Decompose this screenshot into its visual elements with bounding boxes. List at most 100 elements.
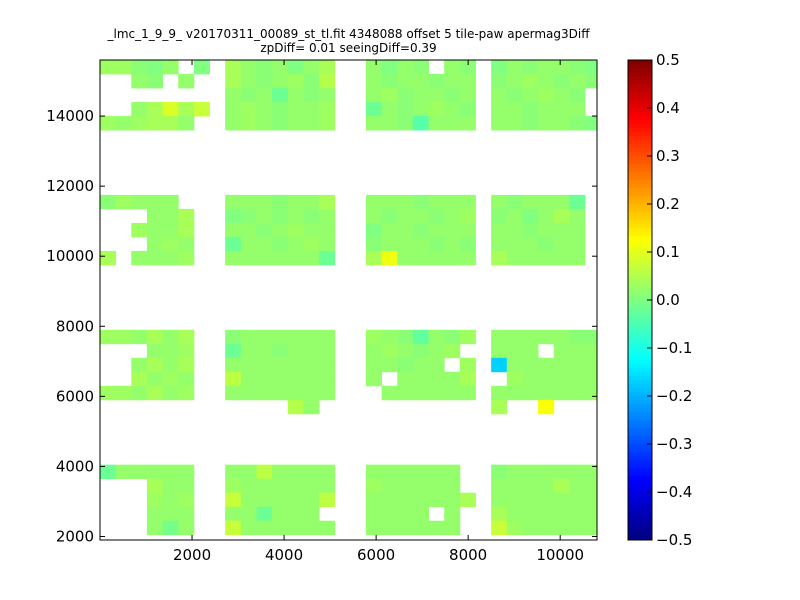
heatmap-cell [365,208,383,224]
heatmap-cell [115,116,132,131]
heatmap-cell [240,329,257,345]
heatmap-cell [506,520,523,536]
heatmap-cell [397,208,414,224]
heatmap-cell [303,208,320,224]
heatmap-cell [319,464,336,480]
heatmap-cell [162,222,179,238]
heatmap-cell [397,357,414,373]
colorbar-band [628,232,652,237]
colorbar-band [628,108,652,113]
colorbar-band [628,128,652,133]
heatmap-cell [538,194,555,210]
heatmap-cell [256,357,273,373]
heatmap-cell [256,329,273,345]
colorbar-band [628,324,652,329]
heatmap-cell [585,343,597,359]
x-tick-label: 4000 [265,546,303,564]
heatmap-cell [303,357,320,373]
heatmap-cell [240,492,257,508]
colorbar-band [628,508,652,513]
colorbar-band [628,272,652,277]
heatmap-cell [225,520,242,536]
heatmap-cell [146,371,163,387]
heatmap-cell [522,329,539,345]
heatmap-cell [522,371,539,387]
heatmap-cell [569,329,586,345]
colorbar-band [628,516,652,521]
heatmap-cell [272,236,289,252]
heatmap-cell [146,464,163,480]
heatmap-cell [365,520,383,536]
heatmap-cell [319,343,336,359]
heatmap-cell [240,208,257,224]
heatmap-cell [287,250,304,266]
heatmap-cell [225,208,242,224]
heatmap-cell [444,520,461,536]
colorbar-band [628,260,652,265]
heatmap-cell [178,343,195,359]
heatmap-cell [225,343,242,359]
heatmap-cell [365,74,383,89]
heatmap-cell [303,492,320,508]
colorbar-band [628,336,652,341]
heatmap-cell [272,343,289,359]
heatmap-cell [162,385,179,401]
heatmap-cell [131,464,148,480]
heatmap-cell [272,74,289,89]
heatmap-cell [240,520,257,536]
heatmap-cell [444,464,461,480]
heatmap-cell [491,222,508,238]
heatmap-cell [412,102,429,117]
colorbar-tick-label: 0.1 [656,243,680,261]
colorbar-band [628,496,652,501]
colorbar-band [628,184,652,189]
colorbar-band [628,292,652,297]
heatmap-cell [131,194,148,210]
heatmap-cell [256,116,273,131]
heatmap-cell [240,385,257,401]
heatmap-cell [240,194,257,210]
colorbar-band [628,148,652,153]
heatmap-cell [287,343,304,359]
heatmap-cell [162,236,179,252]
heatmap-cell [381,385,398,401]
heatmap-cell [428,250,445,266]
heatmap-cell [444,506,461,522]
heatmap-cell [225,492,242,508]
heatmap-cell [146,60,163,75]
heatmap-cell [100,250,117,266]
chart-title-line-2: zpDiff= 0.01 seeingDiff=0.39 [260,41,437,55]
heatmap-cell [365,236,383,252]
heatmap-cell [178,385,195,401]
heatmap-cell [538,520,555,536]
heatmap-cell [444,250,461,266]
heatmap-cell [491,60,508,75]
heatmap-cell [178,236,195,252]
heatmap-cell [146,222,163,238]
heatmap-cell [428,102,445,117]
heatmap-cell [553,74,570,89]
colorbar-band [628,208,652,213]
heatmap-cell [225,478,242,494]
heatmap-cell [538,60,555,75]
colorbar-band [628,372,652,377]
heatmap-cell [522,222,539,238]
colorbar-band [628,472,652,477]
heatmap-cell [553,520,570,536]
heatmap-cell [303,399,320,415]
heatmap-cell [553,250,570,266]
heatmap-cell [178,520,195,536]
heatmap-cell [585,506,597,522]
heatmap-cell [444,116,461,131]
colorbar-band [628,136,652,141]
heatmap-cell [506,208,523,224]
heatmap-cell [178,492,195,508]
heatmap-cell [553,222,570,238]
heatmap-cell [381,343,398,359]
heatmap-cell [225,357,242,373]
heatmap-cell [397,506,414,522]
colorbar-tick-label: 0.5 [656,51,680,69]
colorbar-band [628,532,652,537]
heatmap-cell [256,74,273,89]
colorbar-band [628,488,652,493]
